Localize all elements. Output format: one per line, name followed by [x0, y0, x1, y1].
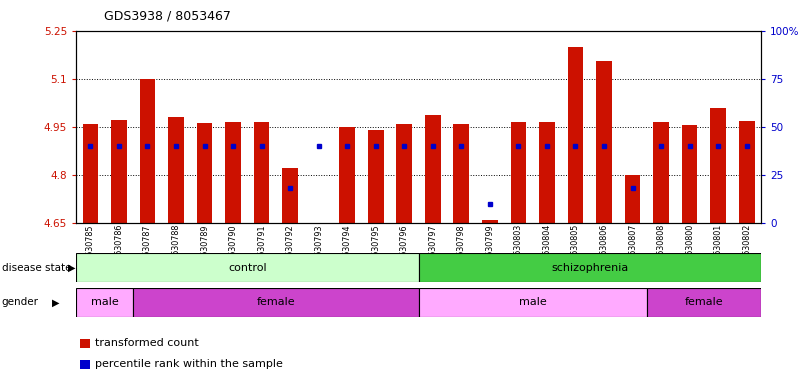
Text: disease state: disease state: [2, 263, 71, 273]
Bar: [482, 220, 497, 223]
Bar: [133, 288, 418, 317]
Text: female: female: [256, 297, 295, 308]
Text: schizophrenia: schizophrenia: [551, 263, 628, 273]
Bar: [739, 121, 755, 223]
Bar: [568, 47, 583, 223]
Text: female: female: [685, 297, 723, 308]
Bar: [168, 117, 183, 223]
Bar: [139, 79, 155, 223]
Bar: [225, 122, 241, 223]
Bar: [368, 130, 384, 223]
Text: male: male: [519, 297, 546, 308]
Bar: [76, 288, 133, 317]
Bar: [76, 253, 418, 282]
Bar: [282, 168, 298, 223]
Text: gender: gender: [2, 297, 38, 308]
Bar: [111, 120, 127, 223]
Bar: [425, 114, 441, 223]
Text: ▶: ▶: [68, 263, 75, 273]
Bar: [418, 253, 761, 282]
Bar: [654, 122, 669, 223]
Text: control: control: [228, 263, 267, 273]
Bar: [83, 124, 99, 223]
Bar: [254, 122, 269, 223]
Bar: [197, 123, 212, 223]
Bar: [682, 125, 698, 223]
Bar: [646, 288, 761, 317]
Bar: [453, 124, 469, 223]
Text: percentile rank within the sample: percentile rank within the sample: [95, 359, 283, 369]
Bar: [510, 122, 526, 223]
Bar: [396, 124, 412, 223]
Bar: [418, 288, 646, 317]
Text: transformed count: transformed count: [95, 338, 199, 348]
Bar: [311, 223, 327, 273]
Text: GDS3938 / 8053467: GDS3938 / 8053467: [104, 10, 231, 23]
Bar: [340, 127, 355, 223]
Bar: [710, 109, 726, 223]
Text: male: male: [91, 297, 119, 308]
Text: ▶: ▶: [52, 297, 59, 308]
Bar: [596, 61, 612, 223]
Bar: [625, 175, 640, 223]
Bar: [539, 122, 555, 223]
